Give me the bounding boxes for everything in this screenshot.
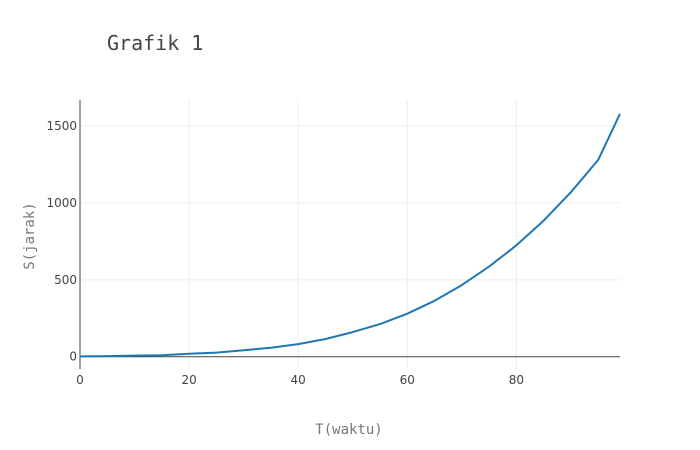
y-axis-title: S(jarak) [22,202,38,269]
plot-area [79,113,621,358]
series-line [79,113,621,358]
x-tick-label: 60 [400,373,415,387]
y-tick-label: 500 [54,273,77,287]
y-tick-labels: 0 500 1000 1500 [46,119,77,364]
grid [80,100,620,369]
y-tick-label: 1500 [46,119,77,133]
x-axis-title: T(waktu) [315,422,382,438]
y-tick-label: 0 [69,350,77,364]
x-tick-label: 80 [509,373,524,387]
x-tick-label: 0 [76,373,84,387]
chart-title: Grafik 1 [107,31,203,55]
y-tick-label: 1000 [46,196,77,210]
x-tick-label: 40 [291,373,306,387]
axes [79,100,620,369]
x-tick-label: 20 [181,373,196,387]
x-tick-labels: 0 20 40 60 80 [76,373,524,387]
